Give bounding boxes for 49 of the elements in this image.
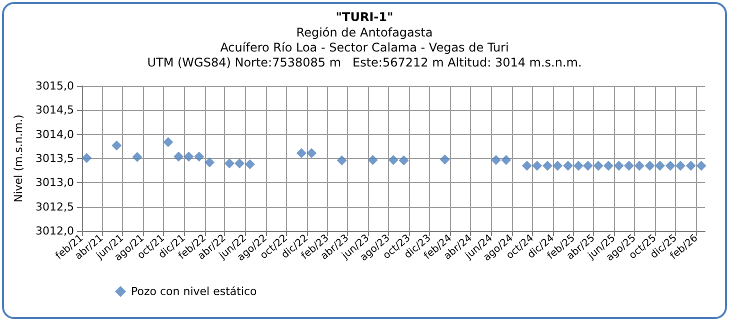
point <box>368 154 378 165</box>
y-tick-label: 3015,0 <box>36 80 74 92</box>
point <box>696 160 706 171</box>
point <box>501 154 512 165</box>
point <box>440 154 450 164</box>
point <box>614 160 624 171</box>
point <box>204 157 215 168</box>
point <box>573 160 584 171</box>
point <box>336 155 347 166</box>
point <box>532 160 542 171</box>
y-tick-label: 3013,5 <box>36 152 74 165</box>
point <box>593 160 604 171</box>
point <box>244 159 255 170</box>
point <box>490 154 501 165</box>
chart-title: "TURI-1" <box>336 10 394 24</box>
point <box>398 155 409 166</box>
point <box>82 153 92 164</box>
point <box>582 160 593 171</box>
point <box>194 152 204 162</box>
point <box>552 160 563 171</box>
y-axis-title: Nivel (m.s.n.m.) <box>12 114 25 202</box>
point <box>634 160 644 171</box>
point <box>163 137 174 148</box>
point <box>184 152 194 162</box>
point <box>306 148 317 158</box>
point <box>522 160 532 171</box>
point <box>388 154 398 165</box>
legend-label: Pozo con nivel estático <box>131 285 258 298</box>
point <box>686 160 696 171</box>
point <box>174 152 184 162</box>
point <box>644 160 655 171</box>
point <box>542 160 552 171</box>
point <box>624 160 634 171</box>
point <box>234 158 245 168</box>
y-tick-label: 3012,0 <box>36 224 74 238</box>
point <box>675 160 686 171</box>
point <box>563 160 574 171</box>
point <box>296 148 306 158</box>
point <box>224 158 234 168</box>
y-tick-label: 3014,0 <box>36 128 74 141</box>
point <box>603 160 614 171</box>
point <box>654 160 665 171</box>
y-tick-label: 3014,5 <box>36 104 74 117</box>
y-tick-label: 3013,0 <box>36 176 74 190</box>
point <box>112 140 122 150</box>
y-tick-label: 3012,5 <box>36 200 74 214</box>
point <box>665 160 676 171</box>
chart-subtitle: Región de Antofagasta Acuífero Río Loa - Sector Calama - Vegas de Turi UTM (WGS84) Norte:7538085 m Este:567212 m Altitud: 3014 m.s.n.m. <box>147 26 582 70</box>
point <box>132 152 142 162</box>
